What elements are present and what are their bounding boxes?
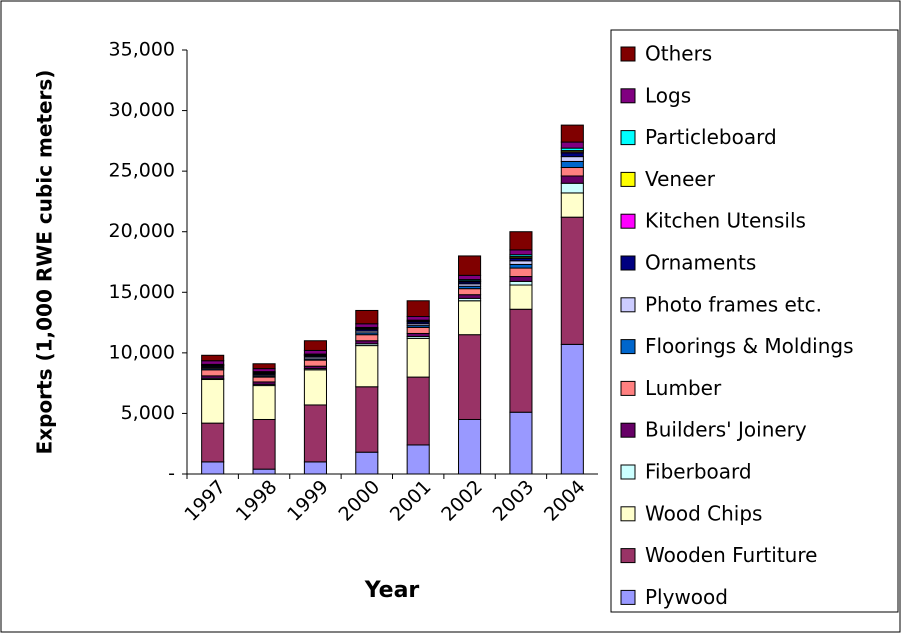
bar-segment (355, 309, 379, 325)
bar-segment (201, 461, 225, 475)
legend-label: Wooden Furtiture (645, 543, 817, 567)
bar-segment (303, 349, 327, 355)
bar-segment (252, 418, 276, 470)
legend-label: Logs (645, 83, 691, 107)
bar-segment (355, 323, 379, 328)
bar-segment (509, 231, 533, 251)
bar-segment (201, 354, 225, 362)
bar-segment (355, 345, 379, 388)
bar-segment (303, 404, 327, 463)
bar-segment (458, 334, 482, 420)
bar-segment (458, 274, 482, 281)
bar-segment (509, 267, 533, 278)
legend-swatch (620, 171, 636, 187)
legend-label: Lumber (645, 376, 722, 400)
bar-segment (509, 263, 533, 269)
legend-swatch (620, 464, 636, 480)
bar-segment (560, 156, 584, 162)
bar-segment (303, 461, 327, 475)
legend-label: Fiberboard (645, 460, 752, 484)
legend-swatch (620, 548, 636, 564)
legend-swatch (620, 589, 636, 605)
legend-label: Plywood (645, 585, 728, 609)
legend-label: Builders' Joinery (645, 418, 807, 442)
x-axis-title: Year (364, 578, 420, 603)
bar-segment (406, 376, 430, 446)
legend-swatch (620, 255, 636, 271)
bar-segment (252, 363, 276, 370)
bar-segment (303, 369, 327, 406)
bar-segment (406, 300, 430, 318)
bar-segment (509, 249, 533, 256)
legend-label: Floorings & Moldings (645, 334, 854, 358)
bar-segment (560, 141, 584, 149)
bar-segment (509, 411, 533, 475)
legend-box (610, 29, 899, 613)
y-tick-label: 30,000 (109, 99, 175, 121)
y-tick-label: 15,000 (109, 281, 175, 303)
bar-segment (560, 182, 584, 194)
bar-segment (509, 308, 533, 413)
y-tick-label: 25,000 (109, 160, 175, 182)
legend-swatch (620, 46, 636, 62)
legend-swatch (620, 213, 636, 229)
bar-segment (355, 451, 379, 475)
y-tick-label: 10,000 (109, 341, 175, 363)
bar-segment (406, 316, 430, 321)
bar-segment (201, 379, 225, 424)
bar-segment (406, 444, 430, 475)
legend-label: Others (645, 42, 712, 66)
bar-segment (560, 192, 584, 218)
bar-segment (560, 343, 584, 475)
legend-swatch (620, 88, 636, 104)
y-tick-label: 35,000 (109, 39, 175, 61)
bar-segment (252, 376, 276, 383)
bar-segment (458, 255, 482, 276)
bar-segment (201, 422, 225, 463)
legend-swatch (620, 380, 636, 396)
bar-segment (303, 359, 327, 367)
bar-segment (458, 288, 482, 296)
legend-label: Ornaments (645, 251, 756, 275)
legend-label: Photo frames etc. (645, 292, 822, 316)
bar-segment (355, 386, 379, 453)
legend-swatch (620, 297, 636, 313)
bar-segment (560, 175, 584, 184)
bar-segment (560, 160, 584, 169)
bar-segment (458, 294, 482, 299)
bar-segment (560, 124, 584, 143)
legend-label: Kitchen Utensils (645, 209, 806, 233)
legend-swatch (620, 506, 636, 522)
bar-segment (509, 280, 533, 286)
bar-segment (201, 369, 225, 377)
bar-segment (458, 300, 482, 336)
bar-segment (252, 468, 276, 475)
bar-segment (406, 326, 430, 334)
bar-segment (201, 360, 225, 365)
bar-segment (560, 216, 584, 345)
legend-swatch (620, 130, 636, 146)
bar-segment (458, 418, 482, 475)
legend-label: Veneer (645, 167, 716, 191)
legend-label: Wood Chips (645, 501, 762, 525)
bar-segment (303, 340, 327, 351)
legend-swatch (620, 339, 636, 355)
legend-label: Particleboard (645, 125, 777, 149)
y-tick-label: 5,000 (121, 402, 175, 424)
y-tick-label: 20,000 (109, 220, 175, 242)
bar-segment (509, 276, 533, 282)
y-tick-label: - (168, 463, 175, 485)
legend-swatch (620, 422, 636, 438)
bar-segment (560, 152, 584, 158)
bar-segment (355, 334, 379, 342)
y-axis-title: Exports (1,000 RWE cubic meters) (33, 70, 57, 455)
bar-segment (252, 385, 276, 420)
bar-segment (509, 284, 533, 310)
bar-segment (560, 167, 584, 177)
bar-segment (509, 260, 533, 265)
bar-segment (406, 337, 430, 378)
